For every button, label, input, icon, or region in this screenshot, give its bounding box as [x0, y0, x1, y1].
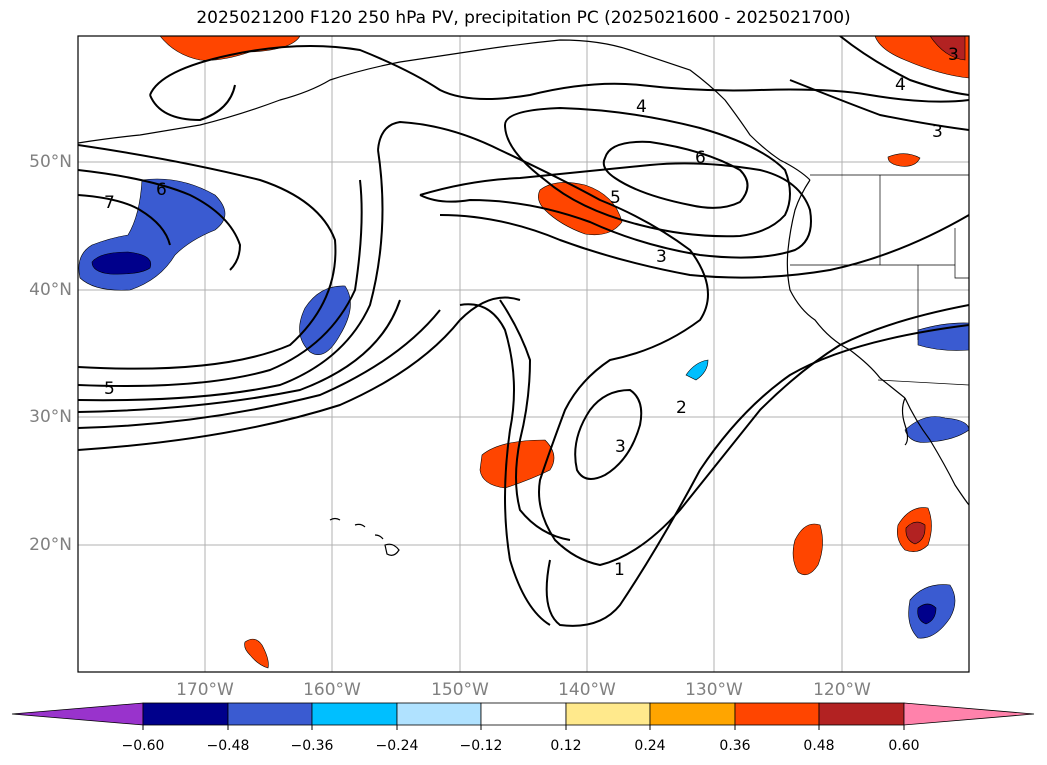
colorbar-tick-label: 0.60 — [888, 738, 920, 754]
colorbar-tick-label: 0.12 — [550, 738, 582, 754]
precip-negative-area — [917, 322, 969, 351]
pv-contour-label: 5 — [610, 188, 621, 208]
colorbar-tick-label: 0.48 — [803, 738, 835, 754]
colorbar-tick-label: 0.24 — [634, 738, 666, 754]
pv-contour-label: 3 — [948, 45, 959, 65]
lon-label: 150°W — [431, 680, 489, 700]
pv-contours — [78, 36, 969, 627]
colorbar-tick-label: −0.12 — [459, 738, 503, 754]
colorbar-max-extension — [903, 702, 1035, 726]
colorbar-min-extension — [11, 702, 144, 726]
pv-contour-label: 4 — [895, 75, 906, 95]
colorbar-bin — [818, 702, 905, 726]
colorbar-bin — [565, 702, 651, 726]
pv-contour-label: 7 — [104, 193, 115, 213]
lat-label: 40°N — [29, 280, 72, 300]
pv-contour-label: 3 — [932, 122, 943, 142]
pv-contour-label: 6 — [156, 180, 167, 200]
pv-contour-label: 5 — [104, 379, 115, 399]
precip-strong-area — [905, 521, 926, 545]
precip-positive-area — [887, 153, 921, 167]
colorbar-tick-label: −0.48 — [206, 738, 250, 754]
lon-label: 140°W — [558, 680, 616, 700]
colorbar-bin — [311, 702, 398, 726]
colorbar — [11, 702, 1035, 730]
colorbar-tick-label: 0.36 — [719, 738, 751, 754]
precip-negative-area — [904, 416, 969, 443]
lon-label: 120°W — [813, 680, 871, 700]
pv-contour-label: 1 — [614, 560, 625, 580]
pv-contour-label: 4 — [636, 97, 647, 117]
precip-positive-area — [792, 523, 823, 576]
colorbar-bin — [480, 702, 567, 726]
colorbar-tick-label: −0.60 — [121, 738, 165, 754]
precip-negative-area — [78, 178, 226, 291]
borders — [790, 174, 969, 386]
lon-label: 130°W — [685, 680, 743, 700]
map-title: 2025021200 F120 250 hPa PV, precipitatio… — [196, 8, 851, 28]
precip-strong-negative-area — [917, 603, 937, 625]
colorbar-bin — [396, 702, 482, 726]
precip-strong-negative-area — [91, 251, 152, 275]
pv-contour-label: 3 — [615, 437, 626, 457]
lat-label: 20°N — [29, 535, 72, 555]
pv-contour-label: 2 — [676, 398, 687, 418]
precip-negative-area — [685, 359, 709, 381]
lon-label: 170°W — [176, 680, 234, 700]
colorbar-bin — [734, 702, 820, 726]
colorbar-bin — [142, 702, 229, 726]
pv-contour-label: 6 — [695, 148, 706, 168]
map-frame — [77, 35, 970, 673]
colorbar-bin — [227, 702, 313, 726]
precip-positive-area — [159, 36, 301, 61]
precip-shading — [78, 36, 969, 669]
pv-contour-label: 3 — [656, 247, 667, 267]
lat-label: 30°N — [29, 407, 72, 427]
colorbar-tick-label: −0.24 — [375, 738, 419, 754]
lon-label: 160°W — [303, 680, 361, 700]
pv-contour-label-group: 7 6 5 5 4 6 3 3 2 3 1 4 3 — [104, 45, 959, 580]
precip-strong-area — [929, 36, 966, 61]
precip-positive-area — [244, 638, 269, 669]
lat-label: 50°N — [29, 152, 72, 172]
colorbar-bin — [649, 702, 736, 726]
precip-negative-area — [299, 285, 351, 355]
coastlines — [78, 39, 969, 556]
colorbar-tick-label: −0.36 — [290, 738, 334, 754]
